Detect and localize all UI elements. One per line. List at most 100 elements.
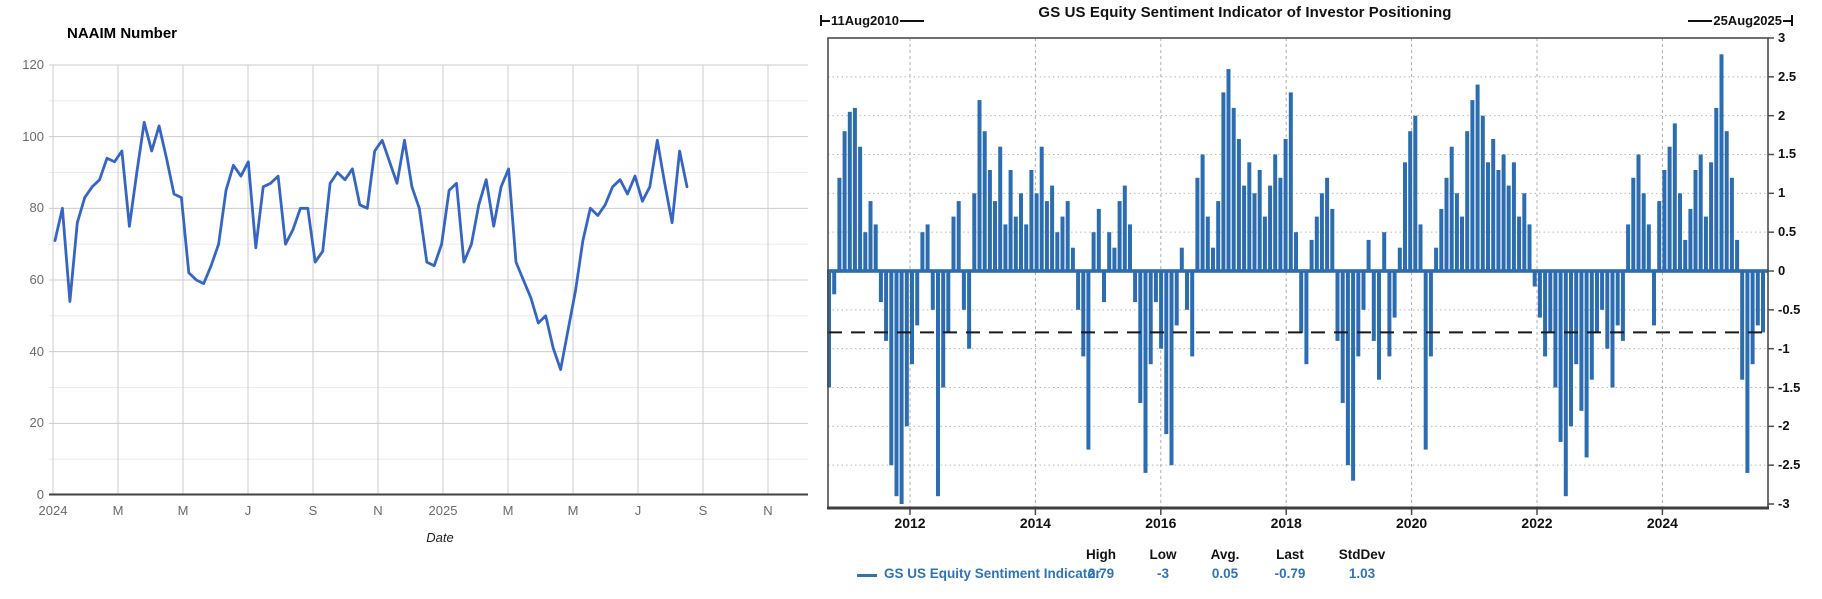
y-tick-label: 0 — [1778, 263, 1786, 278]
x-tick-label: S — [308, 503, 318, 518]
sentiment-bar — [1060, 216, 1065, 271]
sentiment-bar — [1345, 271, 1350, 466]
sentiment-bar — [1646, 224, 1651, 271]
sentiment-bar — [1216, 201, 1221, 271]
sentiment-bar — [1128, 224, 1132, 271]
sentiment-bar — [827, 271, 831, 388]
sentiment-bar — [1003, 224, 1008, 271]
sentiment-bar — [1278, 177, 1283, 271]
sentiment-bar — [1351, 271, 1356, 481]
end-marker-dash — [1783, 19, 1791, 22]
y-tick-label: -2 — [1778, 418, 1790, 434]
sentiment-bar — [1558, 271, 1563, 442]
x-tick-label: 2012 — [894, 515, 926, 531]
x-tick-label: J — [634, 503, 642, 518]
sentiment-bar — [1065, 201, 1070, 271]
y-tick-label: -1 — [1778, 340, 1790, 356]
sentiment-bar — [1491, 139, 1496, 271]
sentiment-bar — [1569, 271, 1573, 427]
sentiment-bar — [1330, 208, 1335, 271]
sentiment-bar — [832, 271, 837, 295]
x-tick-label: M — [177, 503, 189, 518]
sentiment-bar — [1138, 271, 1143, 403]
sentiment-bar — [1200, 154, 1205, 271]
sentiment-bar — [1579, 271, 1584, 411]
sentiment-bar — [1610, 271, 1615, 388]
sentiment-bar — [1511, 162, 1516, 271]
sentiment-bar — [1070, 247, 1075, 271]
sentiment-bar — [1698, 154, 1703, 271]
sentiment-bar — [899, 271, 904, 504]
sentiment-bar — [1709, 162, 1714, 271]
x-tick-label: 2025 — [428, 503, 458, 518]
sentiment-bar — [1226, 69, 1231, 271]
sentiment-bar — [1532, 271, 1537, 287]
start-marker-dash-long — [899, 19, 924, 22]
sentiment-bar — [1081, 271, 1086, 357]
sentiment-bar — [894, 271, 899, 497]
sentiment-bar — [1205, 216, 1210, 271]
sentiment-bar — [1745, 271, 1750, 473]
y-tick-label: -2.5 — [1778, 457, 1801, 473]
sentiment-bar — [1366, 239, 1371, 271]
naaim-line-series — [53, 120, 689, 372]
stat-value-low: -3 — [1156, 566, 1170, 581]
end-date-label: 25Aug2025 — [1713, 13, 1782, 28]
sentiment-bar — [998, 146, 1003, 271]
sentiment-bar — [1522, 193, 1527, 271]
naaim-x-axis-title: Date — [426, 530, 454, 545]
y-tick-label: 40 — [29, 343, 44, 359]
x-tick-label: J — [244, 503, 252, 518]
sentiment-bar — [868, 201, 873, 271]
y-tick-label: 2.5 — [1778, 68, 1797, 84]
sentiment-bar — [1496, 170, 1501, 271]
sentiment-bar — [951, 216, 956, 271]
sentiment-bar — [1299, 271, 1304, 334]
sentiment-bar — [1480, 115, 1485, 271]
sentiment-bar — [1729, 177, 1734, 271]
sentiment-bar — [1268, 185, 1273, 271]
x-tick-label: 2014 — [1019, 515, 1051, 531]
sentiment-bar — [925, 224, 930, 271]
sentiment-bar — [1382, 232, 1387, 271]
sentiment-bar — [1309, 239, 1314, 271]
sentiment-bar — [1678, 193, 1682, 271]
stat-value-high: 2.79 — [1087, 566, 1115, 581]
sentiment-bar — [852, 107, 857, 272]
sentiment-bar — [1039, 146, 1044, 271]
sentiment-bar — [1403, 162, 1407, 271]
start-date-marker: 11Aug2010 — [820, 13, 924, 28]
sentiment-bar — [1626, 224, 1631, 271]
sentiment-bar — [1294, 232, 1298, 271]
start-marker-tick — [820, 15, 822, 26]
sentiment-bar — [977, 100, 982, 271]
y-tick-label: 2 — [1778, 107, 1786, 123]
sentiment-bar — [1034, 193, 1039, 271]
sentiment-bar — [1211, 247, 1215, 271]
sentiment-bar — [1641, 193, 1646, 271]
sentiment-bar — [1750, 271, 1755, 365]
sentiment-bar — [1247, 162, 1252, 271]
sentiment-bar — [987, 170, 992, 271]
sentiment-bar — [1553, 271, 1558, 388]
x-tick-label: N — [763, 503, 773, 518]
x-tick-label: S — [698, 503, 708, 518]
start-date-label: 11Aug2010 — [831, 13, 899, 28]
y-tick-label: -1.5 — [1778, 379, 1801, 395]
sentiment-bar — [1537, 271, 1542, 318]
sentiment-bar — [1392, 271, 1397, 318]
end-marker-dash-long — [1688, 19, 1713, 22]
sentiment-bar — [1185, 271, 1189, 310]
sentiment-bar — [1408, 131, 1413, 271]
sentiment-bar — [1548, 271, 1553, 334]
sentiment-bar — [1475, 84, 1480, 271]
sentiment-bar — [982, 131, 987, 271]
sentiment-bar — [1428, 271, 1433, 357]
sentiment-bar — [1662, 170, 1667, 271]
sentiment-bar — [1460, 216, 1464, 271]
stat-header-avg: Avg. — [1210, 547, 1240, 562]
sentiment-bar — [1418, 224, 1423, 271]
sentiment-bar — [1589, 271, 1594, 380]
sentiment-bar — [1024, 224, 1029, 271]
